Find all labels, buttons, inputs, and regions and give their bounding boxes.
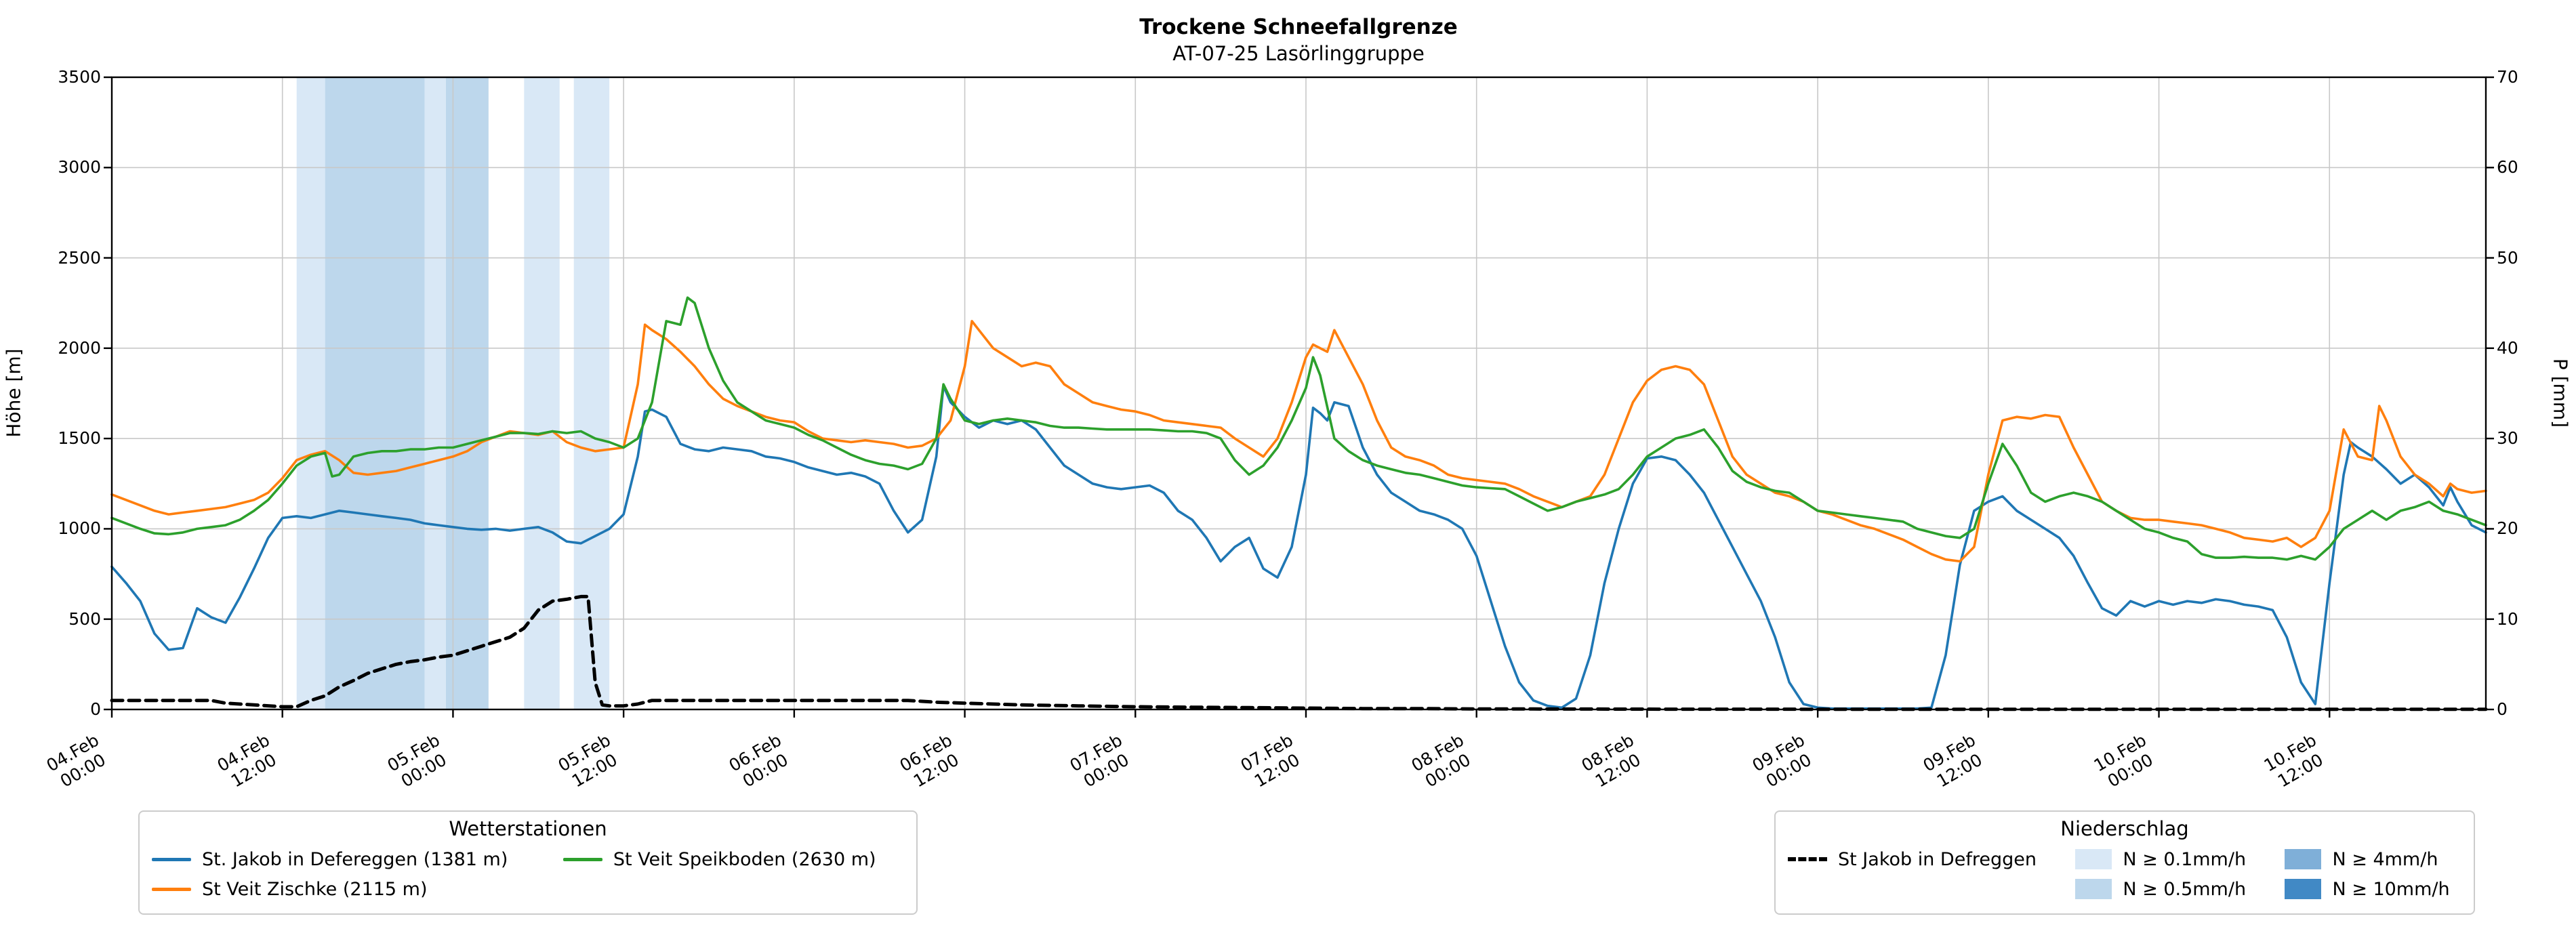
legend-wetterstationen: Wetterstationen St. Jakob in Defereggen … bbox=[138, 810, 918, 915]
x-tick-label: 07.Feb 00:00 bbox=[1066, 730, 1133, 791]
y-tick-label-right: 20 bbox=[2497, 518, 2518, 539]
y-tick-label-right: 40 bbox=[2497, 337, 2518, 358]
precip-patch-10-icon bbox=[2285, 879, 2322, 899]
legend-item-label: St Veit Speikboden (2630 m) bbox=[613, 848, 876, 870]
chart-title: Trockene Schneefallgrenze bbox=[1139, 15, 1458, 39]
legend-item-precip-10: N ≥ 10mm/h bbox=[2285, 879, 2461, 900]
legend-item-st-veit-zischke: St Veit Zischke (2115 m) bbox=[152, 879, 536, 900]
y-axis-label-right: P [mm] bbox=[2549, 358, 2572, 428]
axes-border bbox=[110, 76, 2487, 711]
legend-wetterstationen-items: St. Jakob in Defereggen (1381 m) St Veit… bbox=[152, 844, 904, 904]
legend-item-label: N ≥ 4mm/h bbox=[2332, 848, 2438, 870]
legend-niederschlag-items: St Jakob in Defreggen N ≥ 0.1mm/h N ≥ 0.… bbox=[1788, 844, 2461, 904]
x-tick-label: 05.Feb 12:00 bbox=[554, 730, 621, 791]
y-tick-label-right: 10 bbox=[2497, 608, 2518, 629]
legend-item-st-jakob: St. Jakob in Defereggen (1381 m) bbox=[152, 849, 536, 870]
y-tick-label-left: 1500 bbox=[58, 428, 101, 449]
legend-item-precip-0-5: N ≥ 0.5mm/h bbox=[2075, 879, 2257, 900]
x-tick-label: 04.Feb 12:00 bbox=[213, 730, 280, 791]
legend-item-precip-0-1: N ≥ 0.1mm/h bbox=[2075, 849, 2257, 870]
legend-wetterstationen-title: Wetterstationen bbox=[449, 817, 607, 840]
x-tick-label: 09.Feb 00:00 bbox=[1749, 730, 1815, 791]
x-tick-label: 06.Feb 12:00 bbox=[896, 730, 962, 791]
x-tick-label: 09.Feb 12:00 bbox=[1919, 730, 1986, 791]
x-tick-label: 08.Feb 12:00 bbox=[1578, 730, 1645, 791]
y-axis-label-left: Höhe [m] bbox=[2, 348, 25, 438]
legend-niederschlag: Niederschlag St Jakob in Defreggen N ≥ 0… bbox=[1774, 810, 2475, 915]
y-tick-label-left: 0 bbox=[90, 699, 101, 719]
y-tick-label-right: 0 bbox=[2497, 699, 2508, 719]
x-tick-label: 10.Feb 12:00 bbox=[2260, 730, 2327, 791]
chart-canvas bbox=[104, 76, 2494, 718]
y-tick-label-left: 3000 bbox=[58, 157, 101, 178]
y-tick-label-right: 60 bbox=[2497, 157, 2518, 178]
y-tick-label-left: 500 bbox=[68, 608, 101, 629]
y-tick-label-left: 2500 bbox=[58, 247, 101, 268]
legend-niederschlag-title: Niederschlag bbox=[2060, 817, 2189, 840]
precip-patch-0-1-icon bbox=[2075, 849, 2112, 869]
legend-item-label: N ≥ 0.5mm/h bbox=[2123, 878, 2247, 900]
series-line bbox=[110, 296, 2487, 561]
legend-item-label: St Veit Zischke (2115 m) bbox=[202, 878, 428, 900]
legend-item-label: St. Jakob in Defereggen (1381 m) bbox=[202, 848, 508, 870]
blue-line-swatch bbox=[152, 857, 191, 861]
y-tick-label-left: 3500 bbox=[58, 67, 101, 87]
orange-line-swatch bbox=[152, 887, 191, 891]
x-tick-label: 04.Feb 00:00 bbox=[43, 730, 109, 791]
series-line bbox=[110, 384, 2487, 710]
legend-item-label: N ≥ 0.1mm/h bbox=[2123, 848, 2247, 870]
x-tick-label: 08.Feb 00:00 bbox=[1408, 730, 1474, 791]
y-tick-label-right: 50 bbox=[2497, 247, 2518, 268]
y-tick-label-left: 2000 bbox=[58, 337, 101, 358]
precip-band bbox=[424, 77, 446, 709]
precip-band bbox=[325, 77, 425, 709]
x-tick-label: 05.Feb 00:00 bbox=[384, 730, 451, 791]
green-line-swatch bbox=[563, 857, 602, 861]
dashed-line-swatch bbox=[1788, 857, 1827, 861]
y-tick-label-right: 30 bbox=[2497, 428, 2518, 449]
precip-patch-4-icon bbox=[2285, 849, 2322, 869]
y-tick-label-left: 1000 bbox=[58, 518, 101, 539]
series-precip-dashed bbox=[110, 594, 2488, 711]
x-tick-label: 06.Feb 00:00 bbox=[725, 730, 792, 791]
legend-item-st-veit-speikboden: St Veit Speikboden (2630 m) bbox=[563, 849, 904, 870]
chart-subtitle: AT-07-25 Lasörlinggruppe bbox=[1172, 42, 1425, 65]
y-tick-label-right: 70 bbox=[2497, 67, 2518, 87]
x-tick-label: 10.Feb 00:00 bbox=[2090, 730, 2156, 791]
x-tick-label: 07.Feb 12:00 bbox=[1237, 730, 1303, 791]
legend-item-label: N ≥ 10mm/h bbox=[2332, 878, 2450, 900]
precip-band bbox=[296, 77, 325, 709]
legend-item-label: St Jakob in Defreggen bbox=[1838, 848, 2037, 870]
precip-band bbox=[445, 77, 489, 709]
plot-area bbox=[104, 76, 2494, 718]
legend-item-precip-station: St Jakob in Defreggen bbox=[1788, 849, 2048, 870]
precip-band bbox=[573, 77, 610, 709]
precip-band bbox=[524, 77, 560, 709]
precip-patch-0-5-icon bbox=[2075, 879, 2112, 899]
legend-item-precip-4: N ≥ 4mm/h bbox=[2285, 849, 2461, 870]
